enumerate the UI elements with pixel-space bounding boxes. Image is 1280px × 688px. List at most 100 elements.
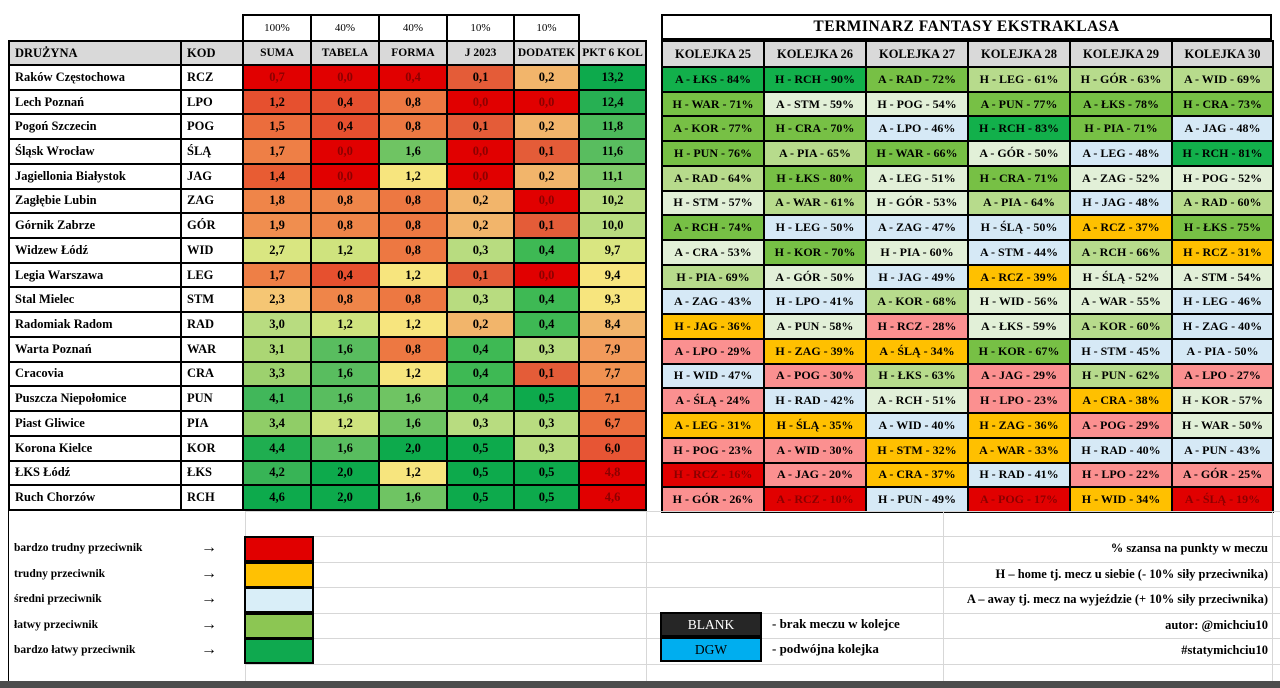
fixture-cell: H - JAG - 36% bbox=[661, 313, 765, 340]
gridline bbox=[245, 511, 1280, 512]
fixture-cell: H - STM - 57% bbox=[661, 189, 765, 217]
value-cell: 0,2 bbox=[513, 113, 580, 141]
team-name-cell: Zagłębie Lubin bbox=[8, 187, 182, 215]
weight-cell: 10% bbox=[513, 14, 580, 42]
fixture-cell: A - GÓR - 25% bbox=[1171, 461, 1274, 489]
value-cell: 2,0 bbox=[310, 459, 380, 487]
fixture-cell: A - CRA - 38% bbox=[1069, 387, 1173, 415]
legend-label-medium: średni przeciwnik bbox=[14, 593, 102, 605]
value-cell: 4,1 bbox=[242, 385, 312, 413]
dgw-key-desc: - podwójna kolejka bbox=[772, 641, 879, 656]
value-cell: 4,4 bbox=[242, 434, 312, 462]
team-name-cell: Górnik Zabrze bbox=[8, 212, 182, 240]
fixture-cell: H - WID - 47% bbox=[661, 362, 765, 390]
value-cell: 0,0 bbox=[513, 88, 580, 116]
fixture-cell: A - PIA - 65% bbox=[763, 140, 867, 167]
team-name-cell: Lech Poznań bbox=[8, 88, 182, 116]
points-header-3: TABELA bbox=[310, 40, 380, 66]
fixture-cell: H - PIA - 60% bbox=[865, 239, 969, 266]
value-cell: 0,3 bbox=[513, 434, 580, 462]
team-code-cell: ŁKS bbox=[180, 459, 244, 487]
value-cell: 3,0 bbox=[242, 311, 312, 338]
fixture-cell: A - WID - 69% bbox=[1171, 66, 1274, 93]
points-header-1: KOD bbox=[180, 40, 244, 66]
value-cell: 0,8 bbox=[310, 187, 380, 215]
fixture-cell: A - KOR - 68% bbox=[865, 288, 969, 316]
fixture-cell: A - KOR - 77% bbox=[661, 115, 765, 143]
fixture-cell: A - ZAG - 43% bbox=[661, 288, 765, 316]
value-cell: 0,4 bbox=[513, 237, 580, 264]
fixture-cell: H - POG - 54% bbox=[865, 90, 969, 118]
gridline bbox=[245, 587, 1280, 588]
value-cell: 11,1 bbox=[578, 162, 647, 190]
value-cell: 1,2 bbox=[378, 311, 448, 338]
value-cell: 2,7 bbox=[242, 237, 312, 264]
value-cell: 0,0 bbox=[446, 138, 515, 165]
value-cell: 1,6 bbox=[310, 335, 380, 363]
legend-label-hard: trudny przeciwnik bbox=[14, 567, 106, 580]
fixture-cell: A - ŁKS - 84% bbox=[661, 66, 765, 93]
team-name-cell: Korona Kielce bbox=[8, 434, 182, 462]
fixture-cell: A - RAD - 60% bbox=[1171, 189, 1274, 217]
fixture-cell: H - POG - 52% bbox=[1171, 164, 1274, 192]
fixture-cell: H - LPO - 23% bbox=[967, 387, 1071, 415]
team-name-cell: Radomiak Radom bbox=[8, 311, 182, 338]
team-code-cell: ŚLĄ bbox=[180, 138, 244, 165]
points-header-5: J 2023 bbox=[446, 40, 515, 66]
fixture-cell: H - CRA - 71% bbox=[967, 164, 1071, 192]
legend-swatch-hard bbox=[244, 561, 314, 588]
weight-cell: 100% bbox=[242, 14, 312, 42]
fixture-cell: H - RCH - 83% bbox=[967, 115, 1071, 143]
fixture-cell: H - STM - 32% bbox=[865, 436, 969, 464]
value-cell: 0,4 bbox=[446, 335, 515, 363]
value-cell: 9,7 bbox=[578, 237, 647, 264]
fixture-cell: H - RAD - 41% bbox=[967, 461, 1071, 489]
value-cell: 1,2 bbox=[310, 237, 380, 264]
weights-row: 100% 40% 40% 10% 10% bbox=[242, 14, 580, 42]
value-cell: 0,4 bbox=[513, 311, 580, 338]
fixture-cell: H - WAR - 66% bbox=[865, 140, 969, 167]
points-table-body: DRUŻYNA KOD SUMA TABELA FORMA J 2023 DODATEK PK… bbox=[8, 40, 647, 511]
fixture-cell: H - WID - 34% bbox=[1069, 486, 1173, 513]
fixture-cell: A - STM - 44% bbox=[967, 239, 1071, 266]
fixture-cell: A - LPO - 27% bbox=[1171, 362, 1274, 390]
value-cell: 6,7 bbox=[578, 410, 647, 437]
team-row: Radomiak Radom RAD 3,0 1,2 1,2 0,2 0,4 8,4 bbox=[8, 311, 647, 338]
fixtures-row: A - KOR - 77% H - CRA - 70% A - LPO - 46% H… bbox=[661, 115, 1274, 143]
kolejka-header-25: KOLEJKA 25 bbox=[661, 40, 765, 68]
value-cell: 1,6 bbox=[378, 385, 448, 413]
fixture-cell: A - RCH - 51% bbox=[865, 387, 969, 415]
fixture-cell: A - LEG - 31% bbox=[661, 412, 765, 439]
gridline bbox=[245, 536, 1280, 537]
fixtures-row: A - RAD - 64% H - ŁKS - 80% A - LEG - 51% H… bbox=[661, 164, 1274, 192]
value-cell: 0,1 bbox=[513, 360, 580, 388]
team-row: Legia Warszawa LEG 1,7 0,4 1,2 0,1 0,0 9,4 bbox=[8, 261, 647, 289]
fixture-cell: H - WAR - 50% bbox=[1171, 412, 1274, 439]
team-code-cell: JAG bbox=[180, 162, 244, 190]
team-name-cell: Widzew Łódź bbox=[8, 237, 182, 264]
fixture-cell: A - ŚLĄ - 19% bbox=[1171, 486, 1274, 513]
value-cell: 0,3 bbox=[513, 335, 580, 363]
note-hashtag: #statymichciu10 bbox=[1181, 643, 1268, 657]
legend-label-easy: łatwy przeciwnik bbox=[14, 618, 99, 631]
dgw-key-box: DGW bbox=[660, 637, 762, 662]
fixtures-row: A - CRA - 53% H - KOR - 70% H - PIA - 60% A… bbox=[661, 239, 1274, 266]
fixture-cell: H - GÓR - 63% bbox=[1069, 66, 1173, 93]
fixture-cell: A - PIA - 50% bbox=[1171, 337, 1274, 365]
fixture-cell: H - RCH - 81% bbox=[1171, 140, 1274, 167]
value-cell: 0,4 bbox=[310, 88, 380, 116]
fixture-cell: A - RCZ - 39% bbox=[967, 263, 1071, 291]
team-code-cell: WID bbox=[180, 237, 244, 264]
value-cell: 1,2 bbox=[378, 360, 448, 388]
fixtures-row: H - PUN - 76% A - PIA - 65% H - WAR - 66% A… bbox=[661, 140, 1274, 167]
weight-cell: 40% bbox=[310, 14, 380, 42]
fixture-cell: A - JAG - 29% bbox=[967, 362, 1071, 390]
value-cell: 4,6 bbox=[242, 484, 312, 511]
value-cell: 0,0 bbox=[513, 187, 580, 215]
value-cell: 10,2 bbox=[578, 187, 647, 215]
fixture-cell: A - LEG - 51% bbox=[865, 164, 969, 192]
value-cell: 0,8 bbox=[310, 212, 380, 240]
value-cell: 0,4 bbox=[310, 113, 380, 141]
blank-key-box: BLANK bbox=[660, 612, 762, 637]
gridline bbox=[646, 511, 647, 681]
